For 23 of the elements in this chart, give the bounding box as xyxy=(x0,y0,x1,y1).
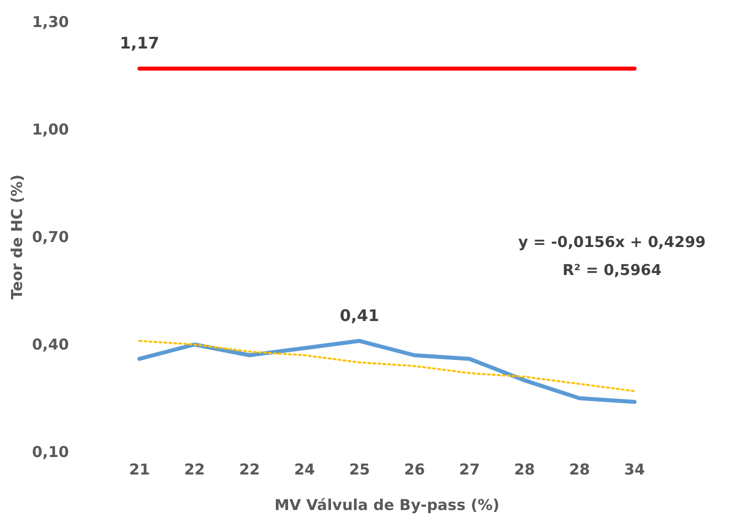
x-tick-label: 25 xyxy=(349,460,370,479)
x-tick-label: 28 xyxy=(514,460,535,479)
x-tick-label: 22 xyxy=(184,460,205,479)
y-tick-label: 0,70 xyxy=(32,228,69,246)
annotation: R² = 0,5964 xyxy=(562,261,662,279)
y-tick-label: 1,00 xyxy=(32,120,69,138)
x-tick-label: 21 xyxy=(129,460,150,479)
data-label: 1,17 xyxy=(120,34,160,53)
line-series xyxy=(138,340,636,392)
x-tick-label: 26 xyxy=(404,460,425,479)
annotation: y = -0,0156x + 0,4299 xyxy=(518,233,706,251)
x-tick-label: 34 xyxy=(624,460,645,479)
y-axis-title: Teor de HC (%) xyxy=(8,174,26,300)
data-label: 0,41 xyxy=(340,306,380,325)
x-tick-label: 22 xyxy=(239,460,260,479)
x-tick-label: 28 xyxy=(569,460,590,479)
y-tick-label: 1,30 xyxy=(32,12,69,31)
x-tick-label: 27 xyxy=(459,460,480,479)
y-tick-label: 0,10 xyxy=(32,442,69,461)
y-tick-label: 0,40 xyxy=(32,335,69,354)
x-tick-label: 24 xyxy=(294,460,315,479)
x-axis-title: MV Válvula de By-pass (%) xyxy=(274,496,500,514)
line-series xyxy=(138,338,636,404)
